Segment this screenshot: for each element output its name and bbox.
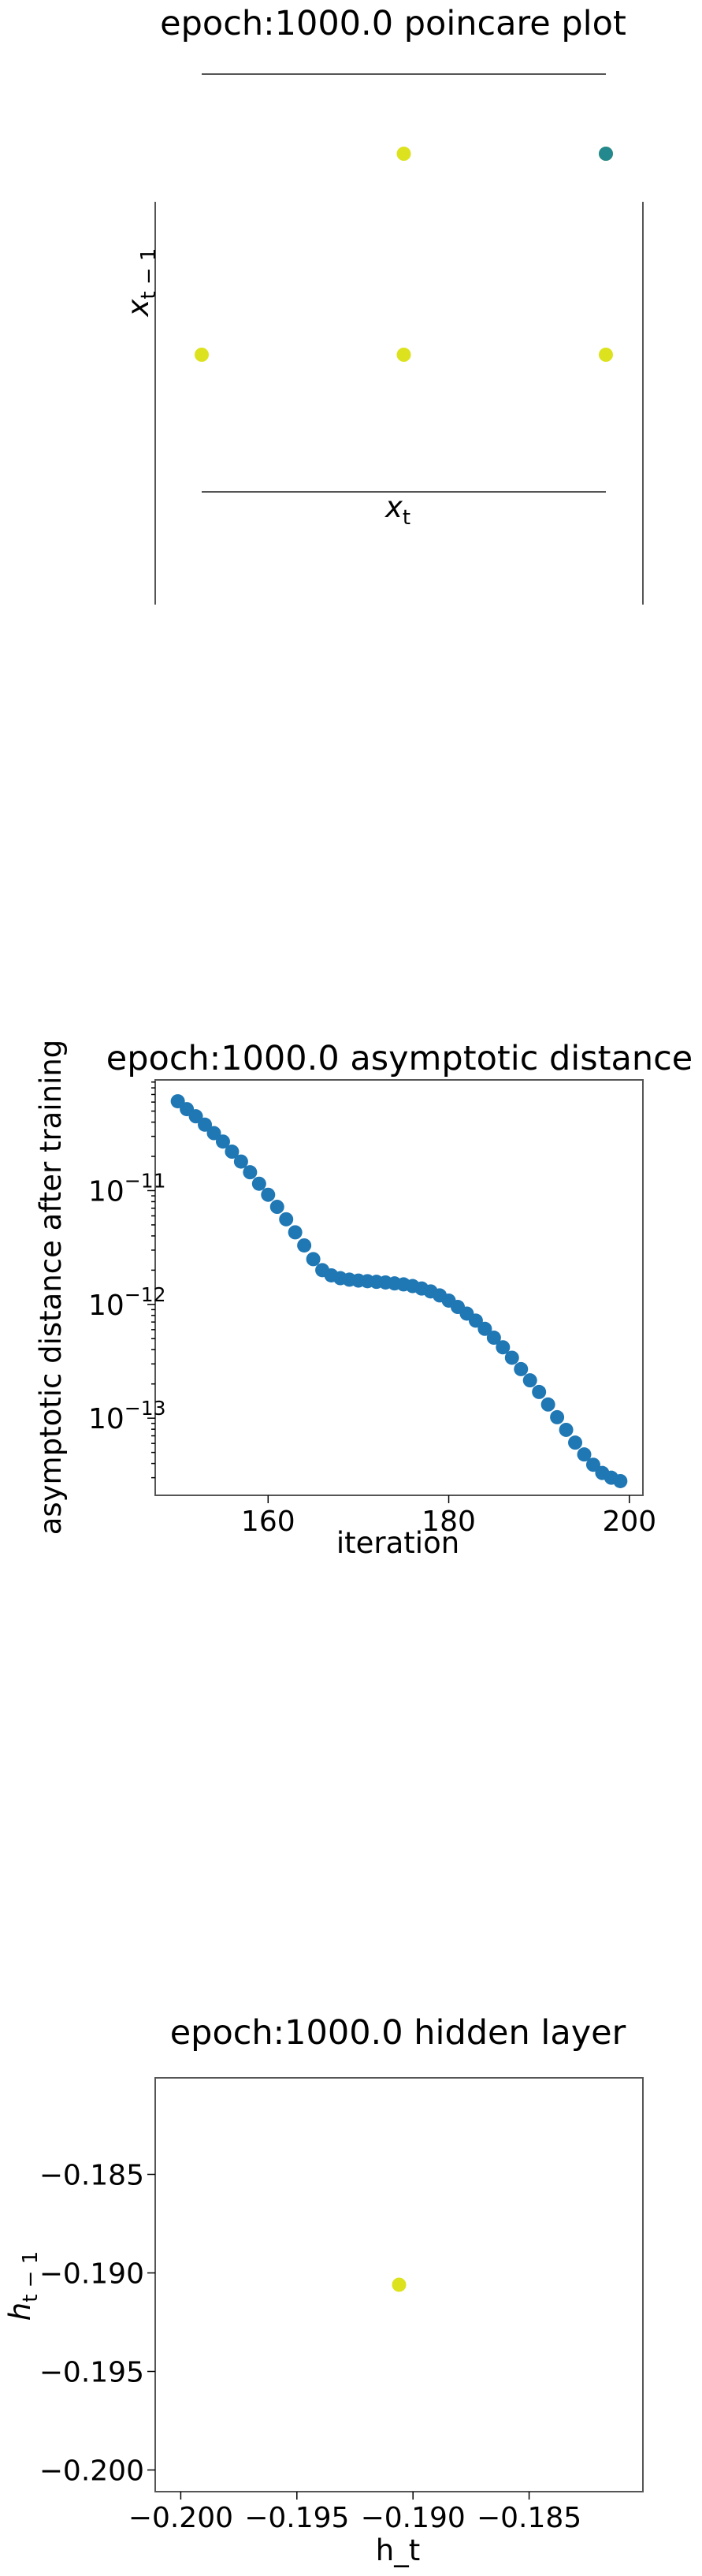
asymptotic-point-34 — [477, 1321, 492, 1336]
asymptotic-point-2 — [188, 1109, 203, 1124]
poincare-point-3 — [195, 348, 209, 362]
hidden-layer-y-tick-label: −0.200 — [39, 2455, 144, 2488]
asymptotic-point-7 — [233, 1154, 248, 1169]
asymptotic-point-6 — [225, 1145, 240, 1160]
asymptotic-point-9 — [251, 1176, 266, 1191]
hidden-layer-points — [392, 2277, 407, 2292]
asymptotic-point-12 — [279, 1212, 294, 1227]
asymptotic-point-8 — [243, 1165, 258, 1180]
asymptotic-point-46 — [585, 1457, 600, 1472]
asymptotic-point-4 — [206, 1126, 221, 1141]
asymptotic-point-11 — [269, 1200, 284, 1215]
asymptotic-point-33 — [468, 1313, 483, 1328]
asymptotic-title: epoch:1000.0 asymptotic distance — [106, 1039, 693, 1078]
asymptotic-x-ticks: 160 180 200 — [241, 1495, 656, 1538]
asymptotic-point-43 — [559, 1422, 574, 1437]
asymptotic-point-35 — [486, 1331, 501, 1346]
hidden-layer-point-0 — [392, 2277, 407, 2292]
hidden-layer-x-tick-label: −0.190 — [361, 2502, 466, 2534]
hidden-layer-title: epoch:1000.0 hidden layer — [170, 2013, 626, 2053]
hidden-layer-ylabel: ht − 1 — [3, 2251, 43, 2321]
asymptotic-point-3 — [198, 1117, 213, 1132]
hidden-layer-plot-frame — [154, 2077, 644, 2492]
asymptotic-plot-frame — [154, 1079, 644, 1496]
hidden-layer-y-tick-label: −0.190 — [39, 2258, 144, 2291]
hidden-layer-x-ticks: −0.200 −0.195 −0.190 −0.185 — [128, 2492, 581, 2534]
hidden-layer-x-tick-label: −0.200 — [128, 2502, 233, 2534]
poincare-plot-title: epoch:1000.0 poincare plot — [160, 4, 626, 43]
hidden-layer-xlabel: h_t — [376, 2533, 420, 2567]
asymptotic-point-36 — [496, 1340, 511, 1355]
asymptotic-point-5 — [215, 1134, 230, 1149]
asymptotic-point-14 — [297, 1238, 312, 1253]
asymptotic-x-tick-label: 200 — [602, 1506, 656, 1538]
hidden-layer-y-tick-label: −0.195 — [39, 2357, 144, 2389]
poincare-plot: epoch:1000.0 poincare plot xt xt − 1 — [121, 4, 644, 605]
hidden-layer-y-tick-label: −0.185 — [39, 2160, 144, 2192]
asymptotic-y-tick-label: 10−13 — [88, 1397, 166, 1435]
asymptotic-point-10 — [261, 1187, 276, 1202]
asymptotic-minor-ticks — [147, 1081, 155, 1479]
asymptotic-points — [170, 1094, 628, 1488]
asymptotic-point-40 — [532, 1384, 547, 1399]
hidden-layer-x-tick-label: −0.195 — [244, 2502, 349, 2534]
asymptotic-point-42 — [550, 1409, 565, 1424]
poincare-point-2 — [599, 348, 613, 362]
hidden-layer-x-tick-label: −0.185 — [477, 2502, 581, 2534]
poincare-point-4 — [396, 348, 411, 362]
asymptotic-y-tick-label: 10−11 — [88, 1169, 166, 1208]
poincare-point-5 — [599, 147, 613, 161]
asymptotic-point-45 — [577, 1447, 592, 1462]
asymptotic-point-13 — [288, 1225, 303, 1240]
poincare-ylabel: xt − 1 — [121, 248, 161, 318]
asymptotic-y-ticks: 10−11 10−12 10−13 — [88, 1169, 166, 1435]
poincare-point-0 — [396, 147, 411, 161]
poincare-points — [195, 147, 613, 362]
asymptotic-point-41 — [540, 1397, 555, 1412]
asymptotic-point-44 — [568, 1435, 583, 1450]
asymptotic-point-15 — [306, 1252, 321, 1267]
hidden-layer-chart: epoch:1000.0 hidden layer −0.200 −0.195 −0… — [3, 2013, 644, 2567]
asymptotic-ylabel: asymptotic distance after training — [34, 1040, 68, 1536]
hidden-layer-y-ticks: −0.185 −0.190 −0.195 −0.200 — [39, 2160, 155, 2488]
asymptotic-y-tick-label: 10−12 — [88, 1283, 166, 1322]
asymptotic-point-38 — [514, 1361, 529, 1376]
asymptotic-point-37 — [504, 1350, 519, 1365]
asymptotic-x-tick-label: 180 — [422, 1506, 476, 1538]
asymptotic-point-39 — [522, 1373, 537, 1388]
asymptotic-point-49 — [613, 1473, 628, 1488]
asymptotic-distance-chart: epoch:1000.0 asymptotic distance 160 180 2… — [34, 1039, 693, 1560]
asymptotic-xlabel: iteration — [336, 1526, 459, 1560]
asymptotic-x-tick-label: 160 — [241, 1506, 295, 1538]
poincare-xlabel: xt — [384, 490, 410, 530]
